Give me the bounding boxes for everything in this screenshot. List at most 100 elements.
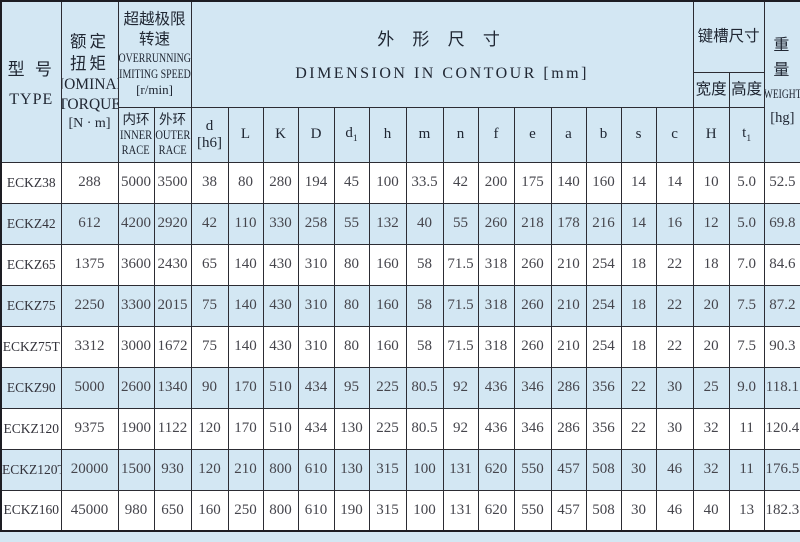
value-cell: 42 — [190, 202, 229, 245]
value-cell: 457 — [550, 489, 587, 532]
value-cell: 7.5 — [728, 284, 765, 327]
value-cell: 18 — [620, 325, 657, 368]
value-cell: 160 — [368, 284, 407, 327]
value-cell: 210 — [227, 448, 264, 491]
value-cell: 210 — [550, 284, 587, 327]
col-header-dimension: 外 形 尺 寸 DIMENSION IN CONTOUR [mm] — [190, 0, 694, 108]
value-cell: 80 — [333, 243, 370, 286]
value-cell: 46 — [655, 448, 694, 491]
col-header-h: h — [368, 106, 407, 163]
value-cell: 254 — [585, 325, 622, 368]
value-cell: 71.5 — [442, 243, 479, 286]
torque-label-en1: NOMINAL — [62, 75, 117, 93]
value-cell: 346 — [513, 366, 552, 409]
value-cell: 58 — [405, 243, 444, 286]
table-row: ECKZ120 9375 1900 1122 120 170 510 434 130 225 80.… — [0, 407, 800, 450]
value-cell: 1900 — [117, 407, 155, 450]
value-cell: 52.5 — [763, 161, 800, 204]
value-cell: 100 — [405, 489, 444, 532]
value-cell: 258 — [297, 202, 335, 245]
col-header-keyway-height: 高度 — [728, 71, 765, 108]
value-cell: 18 — [620, 284, 657, 327]
col-header-e: e — [513, 106, 552, 163]
value-cell: 620 — [477, 489, 515, 532]
col-header-type: 型 号 TYPE — [0, 0, 62, 163]
col-header-weight: 重量 WEIGHT [hg] — [763, 0, 800, 163]
col-header-inner-race: 内环 INNER RACE — [117, 106, 155, 163]
value-cell: 80 — [227, 161, 264, 204]
col-header-outer-race: 外环 OUTER RACE — [153, 106, 192, 163]
value-cell: 140 — [227, 284, 264, 327]
weight-label-en: WEIGHT — [764, 86, 800, 101]
value-cell: 508 — [585, 448, 622, 491]
value-cell: 280 — [262, 161, 299, 204]
value-cell: 92 — [442, 407, 479, 450]
col-header-d1: d1 — [333, 106, 370, 163]
value-cell: 2430 — [153, 243, 192, 286]
value-cell: 118.1 — [763, 366, 800, 409]
torque-label-en2: TORQUE — [61, 95, 118, 113]
value-cell: 260 — [513, 325, 552, 368]
value-cell: 250 — [227, 489, 264, 532]
value-cell: 430 — [262, 325, 299, 368]
value-cell: 140 — [227, 243, 264, 286]
value-cell: 315 — [368, 489, 407, 532]
value-cell: 182.3 — [763, 489, 800, 532]
value-cell: 3300 — [117, 284, 155, 327]
col-header-c: c — [655, 106, 694, 163]
table-row: ECKZ65 1375 3600 2430 65 140 430 310 80 160 58 71.5… — [0, 243, 800, 286]
col-header-d-h6: d [h6] — [190, 106, 229, 163]
value-cell: 20 — [692, 284, 730, 327]
value-cell: 254 — [585, 284, 622, 327]
value-cell: 80 — [333, 325, 370, 368]
value-cell: 33.5 — [405, 161, 444, 204]
col-header-keyway-width: 宽度 — [692, 71, 730, 108]
value-cell: 175 — [513, 161, 552, 204]
value-cell: 90 — [190, 366, 229, 409]
value-cell: 13 — [728, 489, 765, 532]
value-cell: 71.5 — [442, 325, 479, 368]
value-cell: 216 — [585, 202, 622, 245]
value-cell: 330 — [262, 202, 299, 245]
keyway-title: 键槽尺寸 — [697, 27, 760, 45]
value-cell: 5000 — [117, 161, 155, 204]
value-cell: 9.0 — [728, 366, 765, 409]
col-header-m: m — [405, 106, 444, 163]
value-cell: 32 — [692, 407, 730, 450]
table-row: ECKZ38 288 5000 3500 38 80 280 194 45 100 33.5 42 20… — [0, 161, 800, 204]
value-cell: 22 — [655, 243, 694, 286]
value-cell: 4200 — [117, 202, 155, 245]
value-cell: 30 — [655, 366, 694, 409]
type-label-en: TYPE — [9, 90, 54, 108]
value-cell: 550 — [513, 489, 552, 532]
value-cell: 30 — [620, 489, 657, 532]
value-cell: 210 — [550, 325, 587, 368]
value-cell: 200 — [477, 161, 515, 204]
model-cell: ECKZ75T — [0, 325, 62, 368]
value-cell: 800 — [262, 489, 299, 532]
value-cell: 260 — [477, 202, 515, 245]
value-cell: 550 — [513, 448, 552, 491]
value-cell: 55 — [333, 202, 370, 245]
value-cell: 5.0 — [728, 161, 765, 204]
value-cell: 2250 — [60, 284, 119, 327]
value-cell: 40 — [405, 202, 444, 245]
value-cell: 71.5 — [442, 284, 479, 327]
table-row: ECKZ75 2250 3300 2015 75 140 430 310 80 160 58 71.5… — [0, 284, 800, 327]
value-cell: 457 — [550, 448, 587, 491]
value-cell: 132 — [368, 202, 407, 245]
value-cell: 11 — [728, 448, 765, 491]
col-header-a: a — [550, 106, 587, 163]
value-cell: 2600 — [117, 366, 155, 409]
value-cell: 930 — [153, 448, 192, 491]
value-cell: 508 — [585, 489, 622, 532]
value-cell: 620 — [477, 448, 515, 491]
value-cell: 22 — [620, 366, 657, 409]
value-cell: 434 — [297, 407, 335, 450]
value-cell: 80.5 — [405, 407, 444, 450]
value-cell: 1122 — [153, 407, 192, 450]
value-cell: 346 — [513, 407, 552, 450]
value-cell: 87.2 — [763, 284, 800, 327]
col-header-n: n — [442, 106, 479, 163]
value-cell: 1500 — [117, 448, 155, 491]
